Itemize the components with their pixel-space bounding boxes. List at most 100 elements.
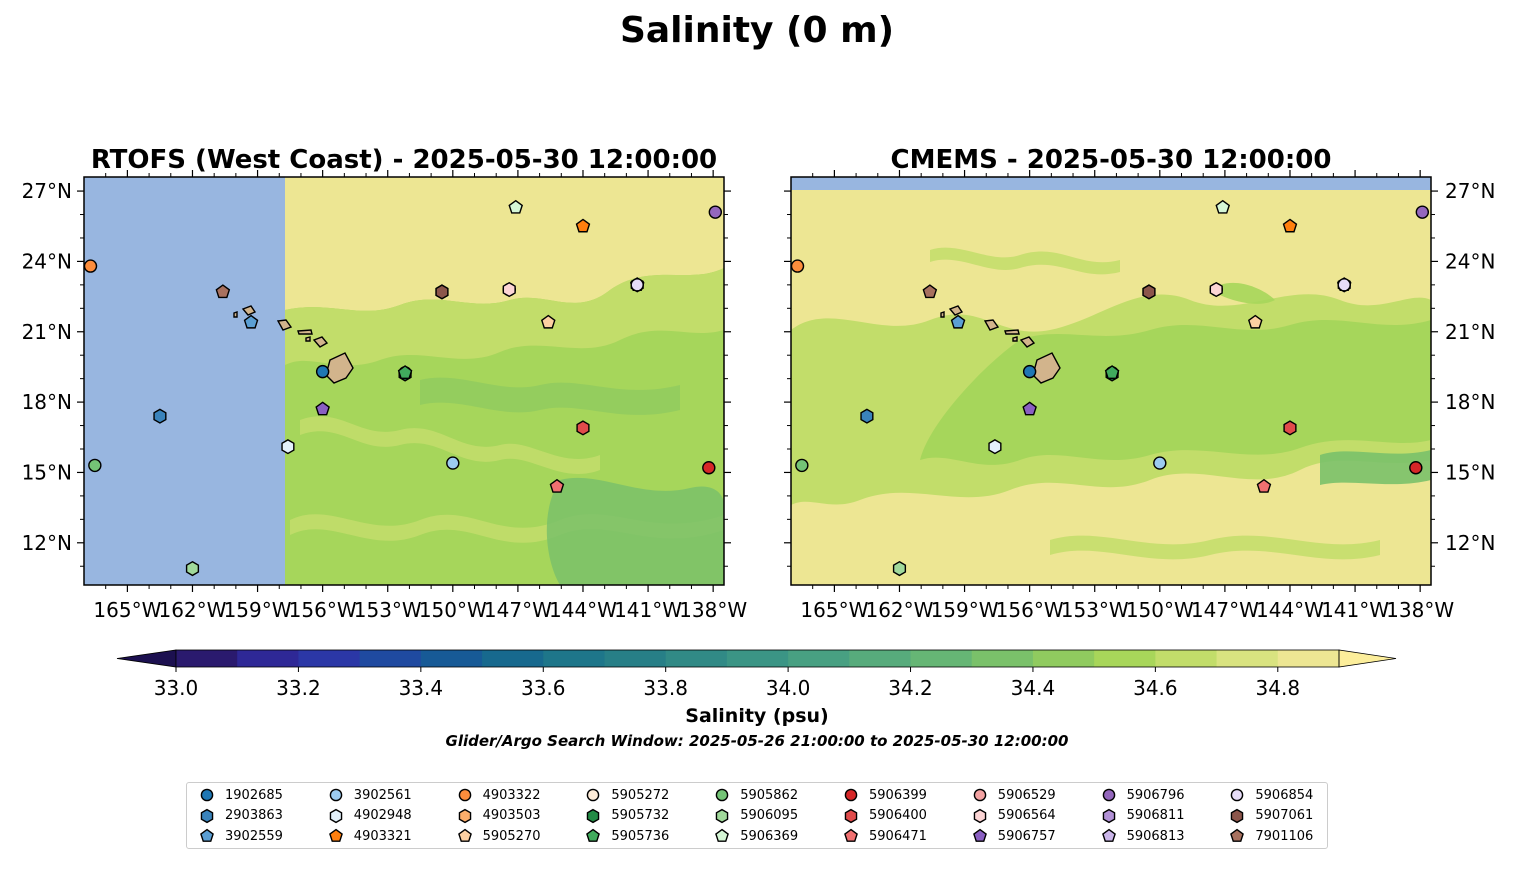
- float-marker-7901106: [922, 284, 938, 299]
- y-tick-label: 27°N: [1445, 179, 1495, 203]
- right-axis-ticks: 165°W162°W159°W156°W153°W150°W147°W144°W…: [784, 170, 1495, 622]
- legend-symbol-3902559: [200, 828, 214, 842]
- float-marker-5905736: [397, 365, 413, 379]
- float-marker-5906757: [1022, 401, 1037, 416]
- right-hawaiian-islands: [940, 305, 1061, 384]
- legend-symbol-5906400: [844, 808, 858, 823]
- colorbar-tick-label: 34.6: [1133, 676, 1178, 700]
- colorbar-segment: [359, 650, 422, 667]
- legend-label: 5906564: [997, 808, 1056, 823]
- left-salinity-band-high: [285, 177, 724, 311]
- float-marker-5906399: [702, 461, 716, 475]
- right-map-frame: [790, 176, 1432, 586]
- legend-symbol-4902948: [329, 808, 343, 823]
- legend-label: 5905736: [611, 828, 670, 844]
- island-kauai: [241, 305, 257, 316]
- legend-label: 5906811: [1126, 808, 1185, 823]
- legend-item-5906811: 5906811: [1099, 807, 1185, 825]
- legend-label: 5906400: [869, 808, 927, 823]
- legend-marker-pentagon-icon: [972, 828, 987, 842]
- float-marker-5906369: [508, 199, 524, 214]
- y-tick-label: 12°N: [22, 531, 72, 555]
- legend-marker-circle-icon: [587, 788, 600, 802]
- legend-symbol-3902561: [329, 788, 343, 802]
- colorbar-segment: [420, 650, 483, 667]
- x-tick-label: 150°W: [419, 598, 487, 622]
- legend-symbol-5905270: [457, 828, 472, 842]
- float-marker-5906757: [315, 401, 330, 416]
- legend-label: 5905270: [482, 828, 541, 844]
- float-marker-5905736: [1104, 365, 1120, 379]
- legend-symbol-5906369: [715, 828, 730, 842]
- x-tick-label: 150°W: [1126, 598, 1194, 622]
- colorbar-tick-label: 34.0: [766, 676, 811, 700]
- left-map-frame: [83, 176, 725, 586]
- colorbar-segment: [665, 650, 728, 667]
- legend-label: 4903322: [482, 787, 541, 803]
- legend-marker-hexagon-icon: [200, 808, 214, 823]
- island-oahu: [983, 319, 1000, 331]
- legend-item-5906796: 5906796: [1099, 786, 1185, 804]
- x-tick-label: 153°W: [1061, 598, 1129, 622]
- search-window-footnote: Glider/Argo Search Window: 2025-05-26 21…: [446, 732, 1069, 750]
- float-marker-2903863: [860, 408, 874, 424]
- colorbar-label: Salinity (psu): [685, 705, 828, 727]
- legend-label: 2903863: [225, 808, 283, 823]
- legend-symbol-5907061: [1231, 808, 1244, 823]
- legend-label: 7901106: [1255, 828, 1314, 844]
- legend-symbol-5906757: [972, 828, 987, 842]
- legend-marker-pentagon-icon: [200, 828, 214, 842]
- colorbar-segment: [971, 650, 1034, 667]
- legend-symbol-5905862: [715, 788, 729, 802]
- legend-marker-hexagon-icon: [1231, 808, 1244, 823]
- colorbar-tick-label: 33.6: [521, 676, 566, 700]
- x-tick-label: 156°W: [996, 598, 1064, 622]
- float-marker-3902561: [446, 456, 460, 470]
- float-marker-4902948: [988, 439, 1002, 455]
- x-tick-label: 144°W: [549, 598, 617, 622]
- legend-label: 5906529: [997, 787, 1056, 803]
- legend-item-7901106: 7901106: [1227, 827, 1313, 845]
- legend-symbol-5905732: [587, 808, 600, 823]
- colorbar-extend-low: [116, 649, 177, 668]
- legend-item-5906399: 5906399: [841, 786, 927, 804]
- legend-marker-circle-icon: [329, 788, 343, 802]
- x-tick-label: 165°W: [800, 598, 868, 622]
- x-tick-label: 165°W: [93, 598, 161, 622]
- float-marker-4903322: [83, 259, 98, 273]
- float-marker-3902559: [243, 314, 259, 329]
- y-tick-label: 24°N: [22, 249, 72, 273]
- x-tick-label: 162°W: [158, 598, 226, 622]
- legend-item-5905736: 5905736: [583, 827, 669, 845]
- y-tick-label: 12°N: [1445, 531, 1495, 555]
- float-marker-5906369: [1215, 199, 1231, 214]
- legend-item-5906564: 5906564: [970, 807, 1056, 825]
- legend-item-5905862: 5905862: [712, 786, 798, 804]
- legend-item-3902559: 3902559: [197, 827, 283, 845]
- island-maui: [1019, 336, 1036, 348]
- colorbar-segment: [1094, 650, 1156, 667]
- legend-label: 5906757: [997, 828, 1056, 844]
- float-marker-3902561: [1153, 456, 1167, 470]
- left-no-data-region: [84, 177, 285, 585]
- legend-item-4902948: 4902948: [326, 807, 412, 825]
- legend-item-5905732: 5905732: [583, 807, 669, 825]
- legend-marker-pentagon-icon: [715, 828, 730, 842]
- colorbar-segment: [176, 650, 238, 667]
- x-tick-label: 147°W: [484, 598, 552, 622]
- left-salinity-band-mid: [285, 268, 724, 366]
- y-tick-label: 15°N: [1445, 460, 1495, 484]
- y-tick-label: 27°N: [22, 179, 72, 203]
- island-lanai: [305, 336, 311, 342]
- legend-label: 5905272: [611, 787, 670, 803]
- colorbar-segment: [849, 650, 912, 667]
- legend-label: 5906095: [740, 808, 799, 823]
- island-oahu: [276, 319, 293, 331]
- left-salinity-fresh-patch-2: [420, 377, 680, 415]
- legend-label: 4903503: [482, 808, 541, 823]
- left-salinity-fresh-patch: [546, 477, 724, 585]
- left-axis-ticks: 165°W162°W159°W156°W153°W150°W147°W144°W…: [22, 170, 747, 622]
- legend-symbol-7901106: [1230, 828, 1245, 842]
- colorbar-tick-label: 33.4: [399, 676, 444, 700]
- legend-label: 3902559: [225, 828, 283, 844]
